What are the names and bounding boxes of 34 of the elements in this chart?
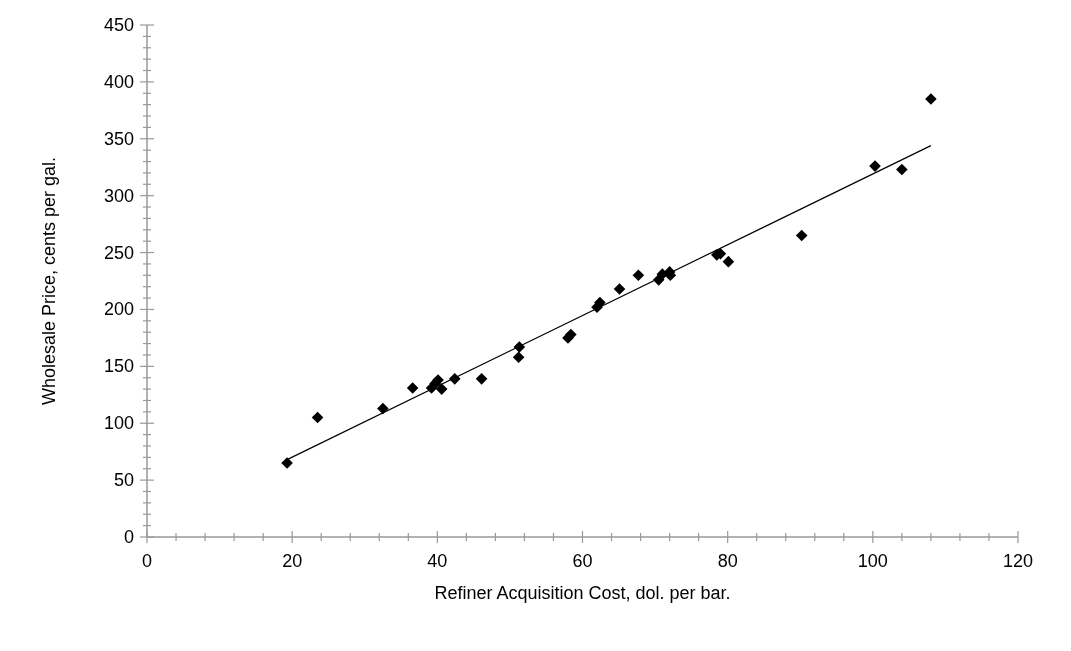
point <box>377 402 389 415</box>
x-axis-title: Refiner Acquisition Cost, dol. per bar. <box>434 583 731 603</box>
point <box>406 382 419 394</box>
point <box>795 229 808 242</box>
x-tick-label: 20 <box>282 551 303 571</box>
point <box>513 341 526 353</box>
x-tick-label: 40 <box>427 551 448 571</box>
point <box>435 383 448 395</box>
point <box>311 411 324 424</box>
point <box>632 269 645 282</box>
y-tick-label: 0 <box>123 527 134 547</box>
y-tick-label: 150 <box>103 356 134 377</box>
point <box>512 351 525 364</box>
point <box>475 373 488 385</box>
y-tick-label: 400 <box>103 71 134 92</box>
y-tick-label: 350 <box>103 128 134 149</box>
y-tick-label: 100 <box>103 413 134 434</box>
point <box>722 255 735 268</box>
x-tick-label: 0 <box>141 551 153 571</box>
point <box>925 93 937 105</box>
y-tick-label: 450 <box>103 15 134 35</box>
point <box>613 283 626 295</box>
y-tick-label: 200 <box>103 299 134 320</box>
x-tick-label: 60 <box>572 551 593 571</box>
x-tick-label: 120 <box>1002 551 1034 571</box>
y-axis-title: Wholesale Price, cents per gal. <box>39 156 59 406</box>
x-tick-label: 80 <box>717 551 738 571</box>
point <box>896 163 908 176</box>
y-tick-label: 300 <box>103 185 134 206</box>
x-tick-label: 100 <box>857 551 888 571</box>
y-tick-label: 50 <box>113 470 134 491</box>
y-tick-label: 250 <box>103 242 134 263</box>
point <box>432 374 444 386</box>
point <box>869 160 881 172</box>
